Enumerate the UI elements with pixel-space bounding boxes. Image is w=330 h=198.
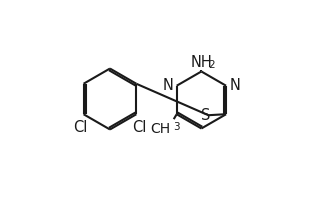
Text: S: S — [201, 108, 210, 123]
Text: Cl: Cl — [73, 120, 87, 135]
Text: N: N — [162, 78, 173, 93]
Text: 2: 2 — [208, 60, 214, 70]
Text: NH: NH — [190, 54, 212, 69]
Text: 3: 3 — [173, 123, 180, 132]
Text: Cl: Cl — [132, 120, 147, 135]
Text: CH: CH — [151, 122, 171, 136]
Text: N: N — [229, 78, 240, 93]
